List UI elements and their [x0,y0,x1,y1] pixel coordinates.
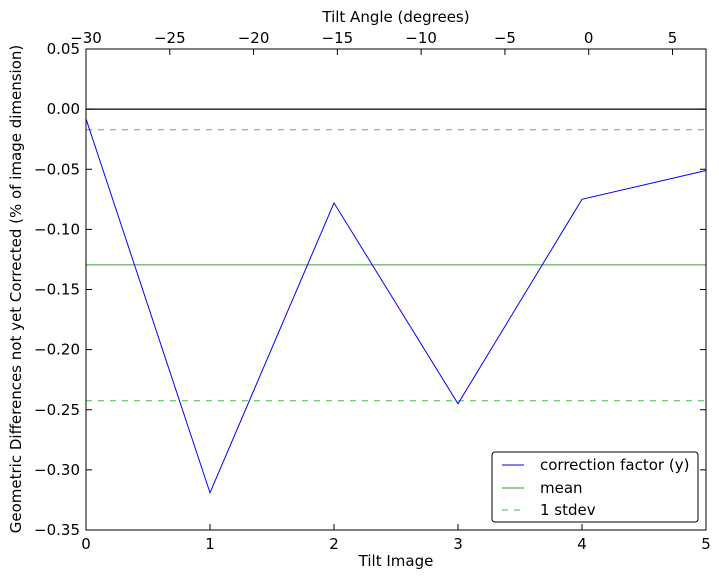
top-tick-label: −10 [405,29,437,47]
y-tick-label: −0.15 [34,281,80,299]
top-axis-label: Tilt Angle (degrees) [321,8,469,26]
legend-box [491,451,699,523]
legend-label-correction: correction factor (y) [540,456,689,474]
legend: correction factor (y) mean 1 stdev [491,451,699,523]
x-tick-label: 4 [577,535,587,553]
top-tick-label: 0 [584,29,594,47]
top-tick-label: −15 [322,29,354,47]
top-tick-label: −20 [238,29,270,47]
y-axis-label: Geometric Differences not yet Corrected … [7,45,25,534]
y-tick-label: −0.35 [34,521,80,539]
y-tick-label: −0.10 [34,220,80,238]
top-tick-label: −30 [70,29,102,47]
top-tick-label: −25 [154,29,186,47]
x-tick-label: 3 [453,535,463,553]
top-tick-label: 5 [668,29,678,47]
y-tick-label: 0.00 [47,100,80,118]
top-tick-label: −5 [494,29,516,47]
legend-label-mean: mean [540,479,583,497]
correction-factor-line [85,118,707,495]
x-axis-label: Tilt Image [358,552,434,570]
x-tick-label: 5 [701,535,711,553]
y-tick-label: −0.05 [34,160,80,178]
legend-label-stdev: 1 stdev [540,501,596,519]
x-tick-label: 2 [329,535,339,553]
y-tick-label: −0.30 [34,461,80,479]
y-tick-label: −0.20 [34,341,80,359]
x-tick-label: 1 [205,535,215,553]
y-tick-label: 0.05 [47,40,80,58]
y-tick-label: −0.25 [34,401,80,419]
x-tick-label: 0 [81,535,91,553]
